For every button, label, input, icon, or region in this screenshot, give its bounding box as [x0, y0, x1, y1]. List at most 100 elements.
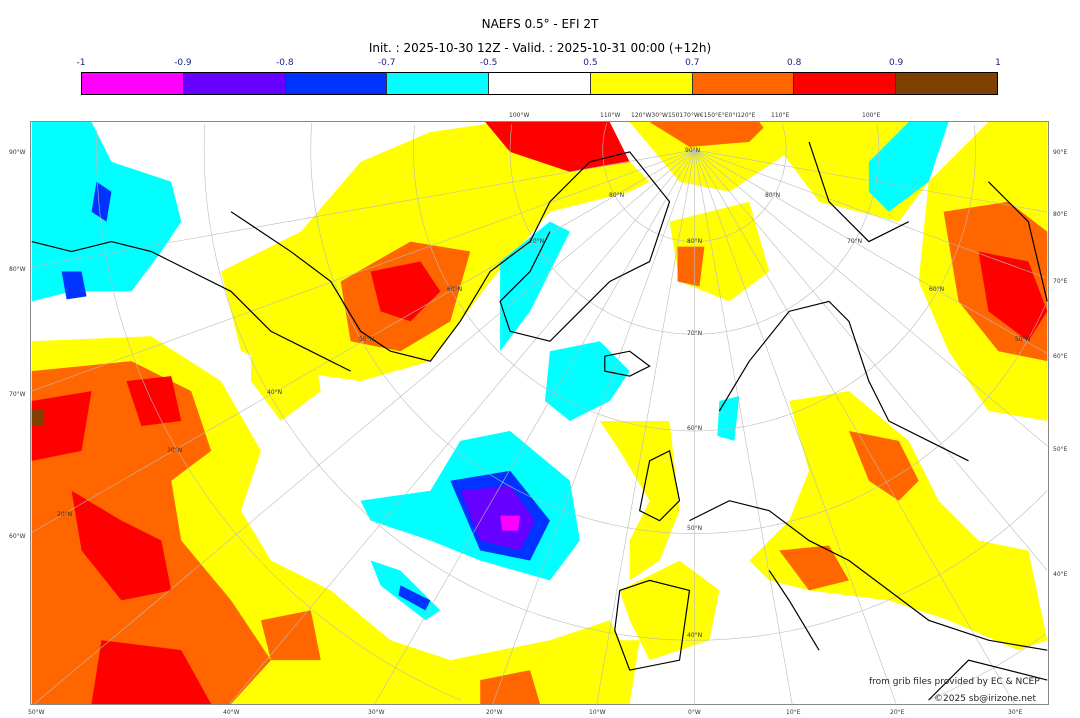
lat-label: 80°N [765, 192, 781, 199]
meridian-line [374, 149, 695, 704]
field-red-sw3 [71, 490, 172, 601]
legend-swatch [183, 73, 286, 94]
legend-tick: 1 [995, 58, 1001, 68]
lat-label: 90°N [685, 147, 701, 154]
axis-left-label: 70°W [9, 391, 26, 398]
legend-swatch [590, 73, 693, 94]
field-orange-mid [260, 610, 321, 661]
axis-bottom-label: 10°W [589, 709, 606, 716]
axis-right-label: 70°E [1053, 278, 1068, 285]
axis-top-label: 100°W [509, 112, 530, 119]
axis-top-label: 110°W [600, 112, 621, 119]
axis-bottom-label: 30°W [368, 709, 385, 716]
field-red-sw4 [91, 640, 212, 704]
axis-top-label: 100°E [862, 112, 881, 119]
field-red-sw2 [126, 376, 182, 426]
efi-map: 90°N 80°N 70°N 60°N 50°N 40°N 80°N 70°N … [30, 121, 1049, 705]
axis-right-label: 80°E [1053, 211, 1068, 218]
lat-label: 40°N [267, 389, 283, 396]
field-orange-europe [848, 430, 919, 501]
field-orange-sw [31, 361, 271, 704]
legend-tick: 0.8 [787, 58, 802, 68]
graticule [31, 123, 1048, 704]
latitude-line [602, 123, 787, 242]
lat-label: 60°N [929, 286, 945, 293]
legend-tick: -1 [76, 58, 86, 68]
lat-label: 70°N [687, 330, 703, 337]
meridian-line [694, 149, 1048, 354]
axis-left-label: 80°W [9, 266, 26, 273]
meridian-line [694, 149, 1015, 704]
lat-label: 60°N [687, 425, 703, 432]
source-credit: from grib files provided by EC & NCEP [869, 677, 1040, 687]
meridian-line [492, 149, 695, 704]
axis-bottom-label: 20°W [486, 709, 503, 716]
field-cyan-arctic-e [868, 122, 949, 212]
legend-tick: -0.5 [479, 58, 498, 68]
meridian-line [596, 149, 695, 704]
legend-tick: 0.5 [583, 58, 598, 68]
latitude-line [413, 125, 976, 432]
legend-swatch [285, 73, 388, 94]
meridian-line [31, 149, 695, 392]
legend-swatch [489, 73, 591, 94]
field-blue-alaska [61, 271, 87, 300]
axis-right-label: 50°E [1053, 446, 1068, 453]
lat-label: 50°N [1015, 336, 1031, 343]
lat-label: 40°N [687, 632, 703, 639]
meridian-line [694, 149, 1048, 447]
lat-label: 30°N [167, 447, 183, 454]
lat-label: 70°N [847, 238, 863, 245]
meridian-line [694, 149, 1048, 213]
legend-swatch [896, 73, 998, 94]
field-orange-atlantic [480, 670, 540, 704]
axis-bottom-label: 0°W [688, 709, 701, 716]
field-cyan-iceland [544, 341, 630, 421]
meridian-line [31, 149, 695, 533]
axis-bottom-label: 30°E [1008, 709, 1023, 716]
field-orange-svalbard [677, 246, 705, 287]
map-subtitle: Init. : 2025-10-30 12Z - Valid. : 2025-1… [368, 41, 712, 55]
legend-tick: 0.9 [888, 58, 904, 68]
legend-tick: 0.7 [685, 58, 700, 68]
map-canvas [31, 122, 1048, 704]
axis-right-label: 40°E [1053, 571, 1068, 578]
field-blue-alaska2 [91, 181, 112, 222]
axis-left-label: 60°W [9, 533, 26, 540]
lat-label: 60°N [447, 286, 463, 293]
field-blue-streak [398, 585, 431, 611]
axis-bottom-label: 50°W [28, 709, 45, 716]
lat-label: 50°N [359, 336, 375, 343]
legend-swatch [794, 73, 897, 94]
axis-right-label: 60°E [1053, 353, 1068, 360]
lat-label: 70°N [529, 238, 545, 245]
meridian-line [694, 149, 1048, 571]
axis-bottom-label: 10°E [786, 709, 801, 716]
legend-swatch [692, 73, 795, 94]
legend-swatch [82, 73, 184, 94]
field-magenta-atlantic [500, 515, 521, 531]
field-red-arctic [485, 122, 630, 172]
meridian-line [694, 149, 897, 704]
map-title: NAEFS 0.5° - EFI 2T [481, 17, 599, 31]
meridian-line [33, 149, 695, 704]
axis-bottom-label: 40°W [223, 709, 240, 716]
field-brown [31, 409, 44, 426]
field-cyan-greenland [500, 221, 570, 352]
field-purple-atlantic [460, 485, 536, 551]
coastlines [31, 141, 1048, 701]
lat-label: 80°N [609, 192, 625, 199]
efi-field [31, 122, 1048, 704]
field-yellow-uk [599, 420, 680, 581]
field-red-sw1 [31, 391, 92, 461]
legend-tick: -0.8 [275, 58, 294, 68]
axis-top-label: 110°E [771, 112, 790, 119]
field-cyan-norway [717, 396, 740, 441]
latitude-line [203, 124, 1048, 641]
meridian-line [229, 149, 695, 704]
copyright: ©2025 sb@irizone.net [934, 694, 1036, 704]
lat-label: 80°N [687, 238, 703, 245]
legend-tick: -0.7 [377, 58, 396, 68]
meridian-line [694, 149, 793, 704]
lat-label: 20°N [57, 511, 73, 518]
